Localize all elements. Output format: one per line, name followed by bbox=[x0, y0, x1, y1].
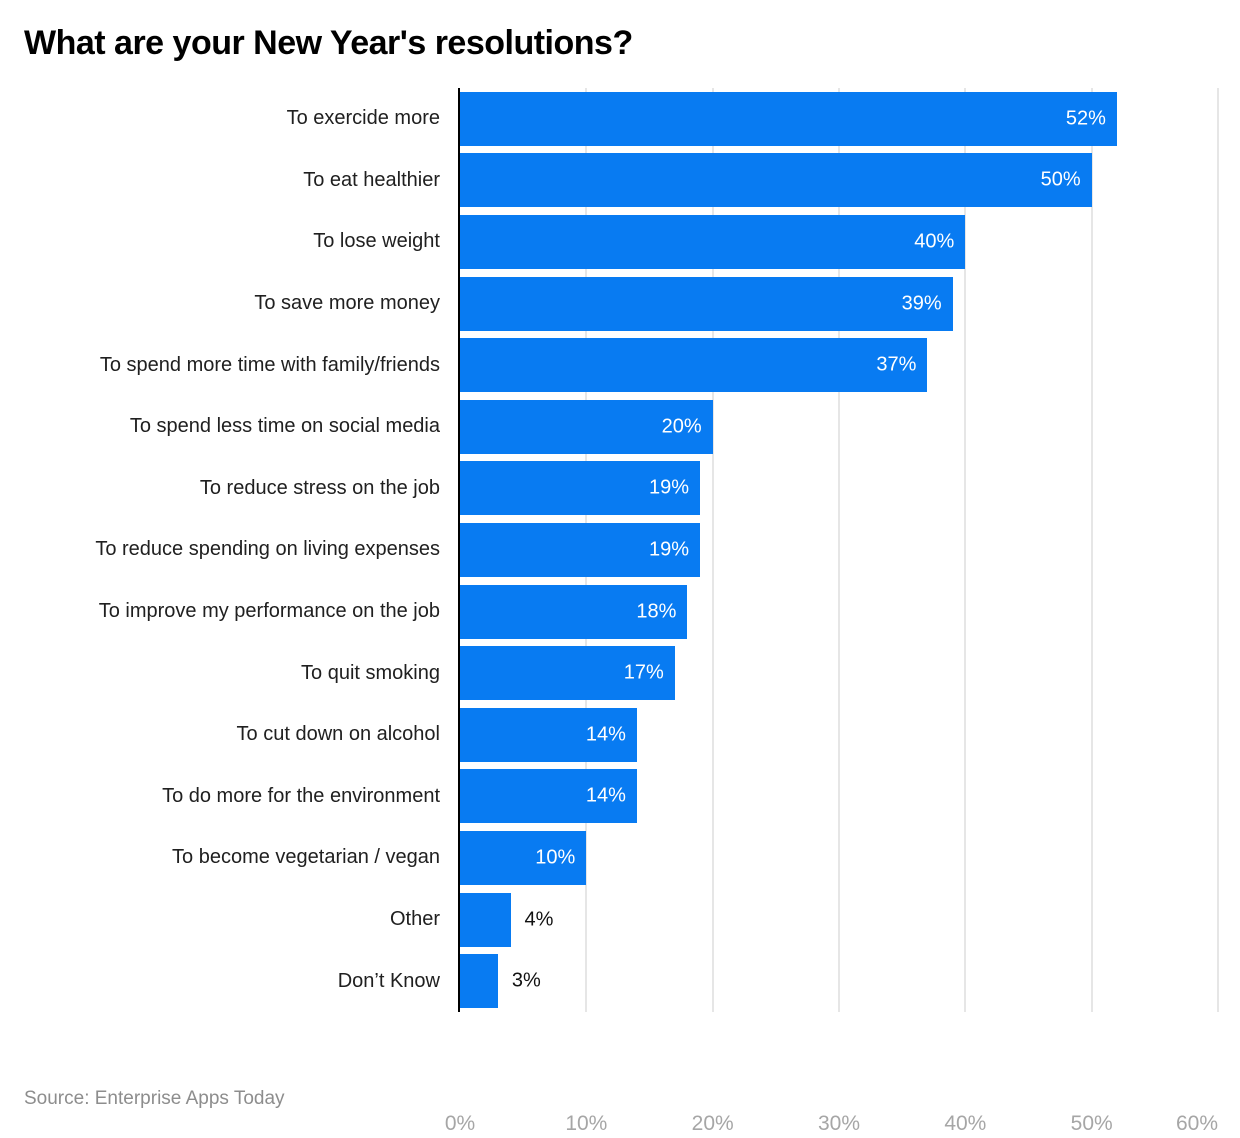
category-label: To reduce stress on the job bbox=[199, 476, 440, 499]
bar: 14% bbox=[460, 707, 637, 762]
chart-rows: To exercide more 52% To eat healthier 50… bbox=[0, 88, 1218, 1012]
x-axis-tick-label: 0% bbox=[444, 1112, 476, 1135]
value-label: 19% bbox=[649, 538, 690, 561]
bar-area: 19% bbox=[460, 522, 1218, 577]
bar-row: To save more money 39% bbox=[0, 273, 1218, 335]
x-axis-tick-label: 60% bbox=[1175, 1112, 1218, 1135]
gridline bbox=[964, 88, 967, 1012]
value-label: 52% bbox=[1065, 107, 1106, 130]
bar-area: 4% bbox=[460, 892, 1218, 947]
category-label: To spend more time with family/friends bbox=[99, 353, 440, 376]
x-axis-tick-label: 50% bbox=[1070, 1112, 1113, 1135]
bar bbox=[460, 954, 498, 1009]
bar-area: 14% bbox=[460, 769, 1218, 824]
bar-area: 14% bbox=[460, 707, 1218, 762]
bar-row: To lose weight 40% bbox=[0, 211, 1218, 273]
category-label: To lose weight bbox=[313, 230, 440, 253]
x-axis-tick-label: 20% bbox=[691, 1112, 734, 1135]
bar: 40% bbox=[460, 214, 966, 269]
category-label: To cut down on alcohol bbox=[236, 723, 440, 746]
value-label: 40% bbox=[914, 230, 955, 253]
bar-chart: To exercide more 52% To eat healthier 50… bbox=[0, 88, 1219, 1135]
x-axis-ticks: 0% 10% 20% 30% 40% 50% 60% bbox=[445, 1112, 1218, 1138]
x-axis-tick-label: 40% bbox=[944, 1112, 987, 1135]
bar-row: To exercide more 52% bbox=[0, 88, 1218, 150]
bar-area: 3% bbox=[460, 954, 1218, 1009]
y-axis-line bbox=[458, 88, 460, 1012]
bar-row: To spend less time on social media 20% bbox=[0, 396, 1218, 458]
bar-row: To quit smoking 17% bbox=[0, 642, 1218, 704]
bar: 19% bbox=[460, 522, 701, 577]
bar-area: 50% bbox=[460, 153, 1218, 208]
bar-row: To cut down on alcohol 14% bbox=[0, 704, 1218, 766]
bar-row: Other 4% bbox=[0, 889, 1218, 951]
bar-row: To reduce spending on living expenses 19… bbox=[0, 519, 1218, 581]
bar-area: 37% bbox=[460, 338, 1218, 393]
value-label: 3% bbox=[511, 969, 541, 992]
category-label: Don’t Know bbox=[337, 969, 440, 992]
gridline bbox=[1217, 88, 1219, 1012]
bar-area: 52% bbox=[460, 91, 1218, 146]
bar: 39% bbox=[460, 276, 953, 331]
bar-area: 18% bbox=[460, 584, 1218, 639]
gridline bbox=[711, 88, 714, 1012]
bar-row: Don’t Know 3% bbox=[0, 950, 1218, 1012]
value-label: 18% bbox=[636, 600, 677, 623]
bar: 14% bbox=[460, 769, 637, 824]
category-label: Other bbox=[389, 908, 440, 931]
value-label: 50% bbox=[1040, 168, 1081, 191]
gridline bbox=[838, 88, 840, 1012]
value-label: 4% bbox=[524, 908, 554, 931]
bar-area: 20% bbox=[460, 399, 1218, 454]
bar-area: 19% bbox=[460, 461, 1218, 516]
bar-row: To eat healthier 50% bbox=[0, 150, 1218, 212]
bar-row: To reduce stress on the job 19% bbox=[0, 458, 1218, 520]
category-label: To spend less time on social media bbox=[129, 415, 440, 438]
category-label: To improve my performance on the job bbox=[98, 600, 440, 623]
bar bbox=[460, 892, 511, 947]
bar: 10% bbox=[460, 830, 587, 885]
bar-row: To become vegetarian / vegan 10% bbox=[0, 827, 1218, 889]
source-note: Source: Enterprise Apps Today bbox=[24, 1088, 285, 1109]
bar: 19% bbox=[460, 461, 701, 516]
bar-area: 40% bbox=[460, 214, 1218, 269]
value-label: 17% bbox=[623, 661, 664, 684]
value-label: 39% bbox=[901, 292, 942, 315]
bar: 52% bbox=[460, 91, 1117, 146]
x-axis-tick-label: 10% bbox=[565, 1112, 608, 1135]
bar: 20% bbox=[460, 399, 713, 454]
bar: 37% bbox=[460, 338, 928, 393]
value-label: 20% bbox=[661, 415, 702, 438]
category-label: To quit smoking bbox=[301, 661, 440, 684]
category-label: To reduce spending on living expenses bbox=[95, 538, 440, 561]
bar-row: To do more for the environment 14% bbox=[0, 766, 1218, 828]
category-label: To become vegetarian / vegan bbox=[172, 846, 440, 869]
category-label: To eat healthier bbox=[303, 168, 440, 191]
category-label: To do more for the environment bbox=[162, 784, 440, 807]
value-label: 10% bbox=[535, 846, 576, 869]
value-label: 14% bbox=[585, 723, 626, 746]
bar-area: 10% bbox=[460, 830, 1218, 885]
value-label: 19% bbox=[649, 476, 690, 499]
bar: 18% bbox=[460, 584, 688, 639]
category-label: To save more money bbox=[254, 292, 440, 315]
bar: 50% bbox=[460, 153, 1092, 208]
gridline bbox=[1090, 88, 1093, 1012]
chart-title: What are your New Year's resolutions? bbox=[24, 24, 633, 62]
bar-row: To spend more time with family/friends 3… bbox=[0, 334, 1218, 396]
value-label: 14% bbox=[585, 784, 626, 807]
x-axis-tick-label: 30% bbox=[817, 1112, 861, 1135]
category-label: To exercide more bbox=[286, 107, 440, 130]
bar-area: 17% bbox=[460, 646, 1218, 701]
bar-area: 39% bbox=[460, 276, 1218, 331]
bar: 17% bbox=[460, 646, 675, 701]
value-label: 37% bbox=[876, 353, 917, 376]
bar-row: To improve my performance on the job 18% bbox=[0, 581, 1218, 643]
